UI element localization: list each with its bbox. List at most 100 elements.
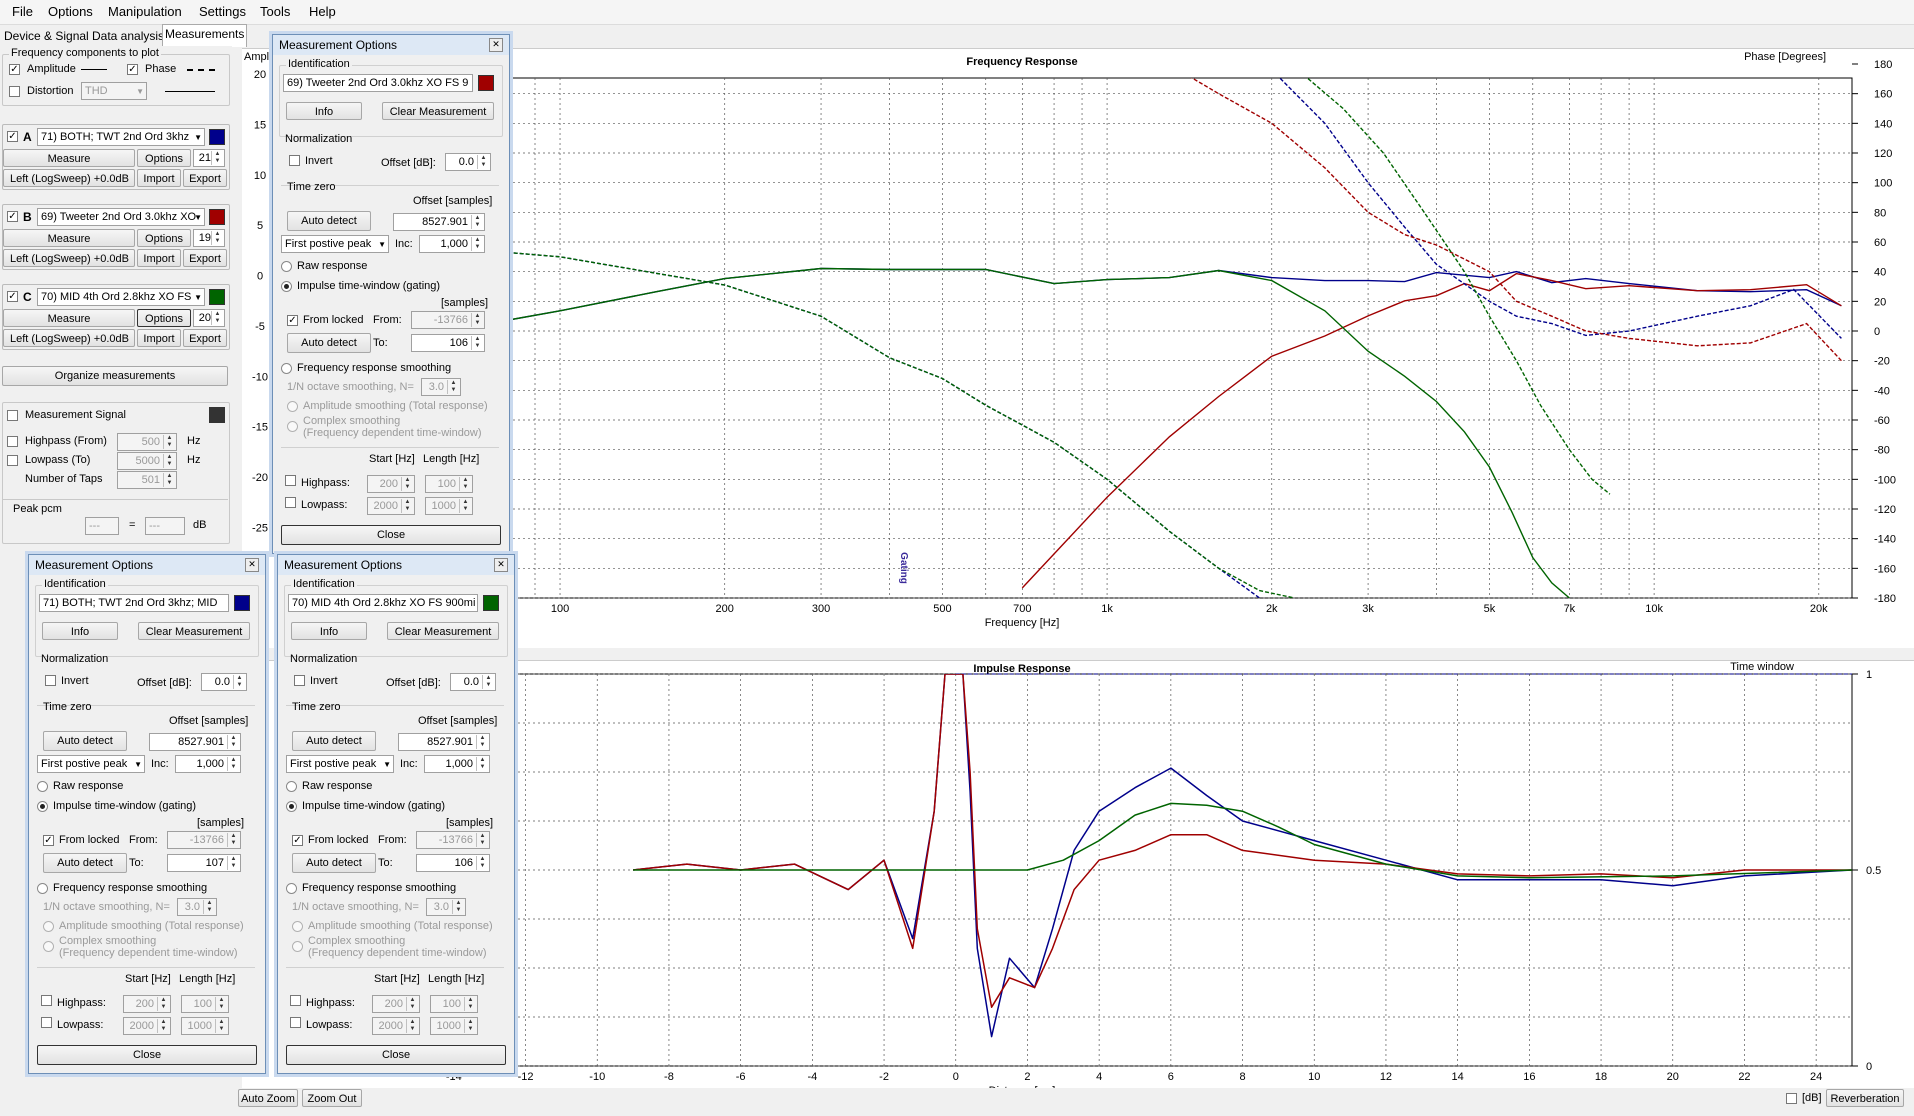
highpass-from-field[interactable]: 500 ▲ ▼ — [117, 433, 177, 451]
menu-settings[interactable]: Settings — [199, 4, 246, 19]
offset-samples-field[interactable]: 8527.901 ▲ ▼ — [398, 733, 490, 751]
amplitude-smoothing-radio[interactable] — [43, 921, 54, 932]
menu-manipulation[interactable]: Manipulation — [108, 4, 182, 19]
identification-color-swatch[interactable] — [478, 75, 494, 91]
offset-db-field[interactable]: 0.0 ▲ ▼ — [450, 673, 496, 691]
inc-field[interactable]: 1,000 ▲ ▼ — [175, 755, 241, 773]
gating-auto-detect-button[interactable]: Auto detect — [292, 853, 376, 873]
filter-highpass-checkbox[interactable] — [285, 475, 296, 486]
amplitude-smoothing-radio[interactable] — [287, 401, 298, 412]
freq-smoothing-radio[interactable] — [37, 883, 48, 894]
invert-checkbox[interactable] — [45, 675, 56, 686]
to-field[interactable]: 107 ▲ ▼ — [167, 854, 241, 872]
options-button[interactable]: Options — [137, 309, 191, 327]
menu-options[interactable]: Options — [48, 4, 93, 19]
raw-response-radio[interactable] — [37, 781, 48, 792]
highpass-start-field[interactable]: 200 ▲ ▼ — [372, 995, 420, 1013]
identification-name-field[interactable]: 71) BOTH; TWT 2nd Ord 3khz; MID — [39, 594, 229, 612]
impulse-time-window-radio[interactable] — [286, 801, 297, 812]
lowpass-start-field[interactable]: 2000 ▲ ▼ — [123, 1017, 171, 1035]
dialog-close-icon[interactable]: ✕ — [489, 38, 503, 52]
measurement-b-checkbox[interactable]: ✓ — [7, 211, 18, 222]
tab-device-signal[interactable]: Device & Signal — [4, 29, 89, 43]
filter-lowpass-checkbox[interactable] — [290, 1017, 301, 1028]
number-of-taps-field[interactable]: 501 ▲ ▼ — [117, 471, 177, 489]
options-button[interactable]: Options — [137, 149, 191, 167]
octave-smoothing-field[interactable]: 3.0 ▲ ▼ — [426, 898, 466, 916]
filter-lowpass-checkbox[interactable] — [41, 1017, 52, 1028]
filter-highpass-checkbox[interactable] — [290, 995, 301, 1006]
dialog-close-icon[interactable]: ✕ — [245, 558, 259, 572]
measure-button[interactable]: Measure — [3, 229, 135, 247]
lowpass-length-field[interactable]: 1000 ▲ ▼ — [430, 1017, 478, 1035]
highpass-length-field[interactable]: 100 ▲ ▼ — [425, 475, 473, 493]
distortion-type-select[interactable]: THD ▼ — [81, 82, 147, 100]
measurement-a-checkbox[interactable]: ✓ — [7, 131, 18, 142]
tab-measurements[interactable]: Measurements — [162, 24, 248, 47]
auto-detect-button[interactable]: Auto detect — [292, 731, 376, 751]
organize-measurements-button[interactable]: Organize measurements — [2, 366, 228, 386]
reverberation-button[interactable]: Reverberation — [1826, 1089, 1904, 1107]
inc-field[interactable]: 1,000 ▲ ▼ — [424, 755, 490, 773]
complex-smoothing-radio[interactable] — [287, 421, 298, 432]
highpass-length-field[interactable]: 100 ▲ ▼ — [181, 995, 229, 1013]
impulse-time-window-radio[interactable] — [37, 801, 48, 812]
offset-db-field[interactable]: 0.0 ▲ ▼ — [201, 673, 247, 691]
dialog-close-button[interactable]: Close — [281, 525, 501, 545]
raw-response-radio[interactable] — [281, 261, 292, 272]
measurement-c-color-swatch[interactable] — [209, 289, 225, 305]
impulse-time-window-radio[interactable] — [281, 281, 292, 292]
highpass-length-field[interactable]: 100 ▲ ▼ — [430, 995, 478, 1013]
auto-zoom-button[interactable]: Auto Zoom — [238, 1089, 298, 1107]
clear-measurement-button[interactable]: Clear Measurement — [387, 622, 499, 640]
measurement-a-color-swatch[interactable] — [209, 129, 225, 145]
identification-color-swatch[interactable] — [234, 595, 250, 611]
lowpass-checkbox[interactable] — [7, 455, 18, 466]
options-button[interactable]: Options — [137, 229, 191, 247]
identification-color-swatch[interactable] — [483, 595, 499, 611]
lowpass-start-field[interactable]: 2000 ▲ ▼ — [367, 497, 415, 515]
highpass-checkbox[interactable] — [7, 436, 18, 447]
invert-checkbox[interactable] — [294, 675, 305, 686]
peak-type-select[interactable]: First postive peak ▼ — [286, 755, 394, 773]
lowpass-length-field[interactable]: 1000 ▲ ▼ — [425, 497, 473, 515]
dialog-close-button[interactable]: Close — [286, 1045, 506, 1065]
filter-lowpass-checkbox[interactable] — [285, 497, 296, 508]
to-field[interactable]: 106 ▲ ▼ — [416, 854, 490, 872]
menu-help[interactable]: Help — [309, 4, 336, 19]
signal-color-swatch[interactable] — [209, 407, 225, 423]
octave-smoothing-field[interactable]: 3.0 ▲ ▼ — [421, 378, 461, 396]
db-checkbox[interactable] — [1786, 1093, 1797, 1104]
dialog-close-icon[interactable]: ✕ — [494, 558, 508, 572]
info-button[interactable]: Info — [291, 622, 367, 640]
measurement-c-select[interactable]: 70) MID 4th Ord 2.8khz XO FS ▼ — [37, 288, 205, 306]
measurement-b-color-swatch[interactable] — [209, 209, 225, 225]
phase-checkbox[interactable]: ✓ — [127, 64, 138, 75]
raw-response-radio[interactable] — [286, 781, 297, 792]
amplitude-smoothing-radio[interactable] — [292, 921, 303, 932]
from-field[interactable]: -13766 ▲ ▼ — [416, 831, 490, 849]
import-button[interactable]: Import — [137, 169, 181, 187]
menu-tools[interactable]: Tools — [260, 4, 291, 19]
clear-measurement-button[interactable]: Clear Measurement — [382, 102, 494, 120]
info-button[interactable]: Info — [286, 102, 362, 120]
zoom-out-button[interactable]: Zoom Out — [302, 1089, 362, 1107]
measurement-number-field[interactable]: 21 ▲ ▼ — [193, 149, 225, 167]
freq-smoothing-radio[interactable] — [286, 883, 297, 894]
measure-button[interactable]: Measure — [3, 149, 135, 167]
measurement-number-field[interactable]: 20 ▲ ▼ — [193, 309, 225, 327]
measurement-signal-checkbox[interactable] — [7, 410, 18, 421]
from-field[interactable]: -13766 ▲ ▼ — [167, 831, 241, 849]
measurement-number-field[interactable]: 19 ▲ ▼ — [193, 229, 225, 247]
lowpass-to-field[interactable]: 5000 ▲ ▼ — [117, 452, 177, 470]
menu-file[interactable]: File — [12, 4, 33, 19]
complex-smoothing-radio[interactable] — [292, 941, 303, 952]
measurement-a-select[interactable]: 71) BOTH; TWT 2nd Ord 3khz ▼ — [37, 128, 205, 146]
from-field[interactable]: -13766 ▲ ▼ — [411, 311, 485, 329]
identification-name-field[interactable]: 70) MID 4th Ord 2.8khz XO FS 900mi — [288, 594, 478, 612]
clear-measurement-button[interactable]: Clear Measurement — [138, 622, 250, 640]
filter-highpass-checkbox[interactable] — [41, 995, 52, 1006]
freq-smoothing-radio[interactable] — [281, 363, 292, 374]
